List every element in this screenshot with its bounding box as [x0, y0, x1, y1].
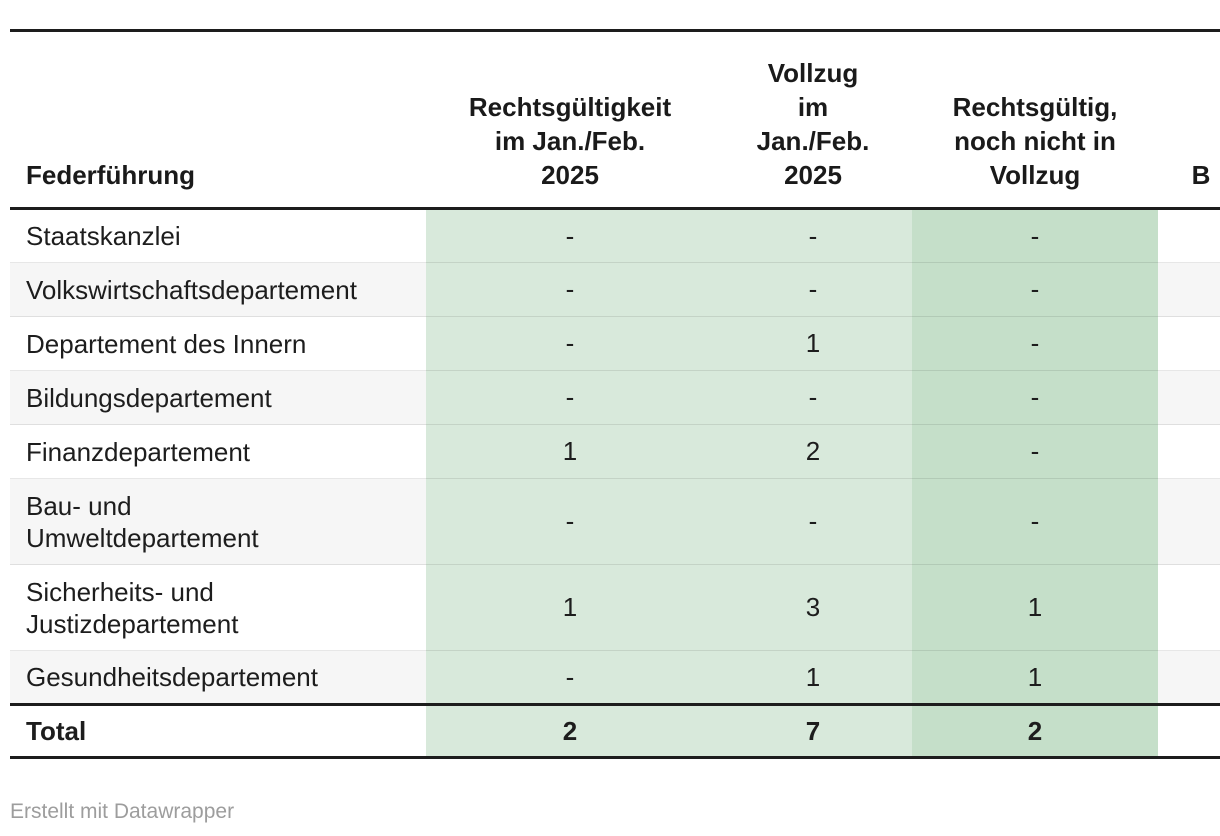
row-label: Bau- und Umweltdepartement	[10, 478, 426, 565]
cell: 1	[912, 564, 1158, 651]
cell: -	[912, 316, 1158, 371]
cell: -	[426, 208, 714, 263]
cell: 1	[912, 650, 1158, 705]
total-label: Total	[10, 703, 426, 759]
table-row: Gesundheitsdepartement - 1 1	[10, 650, 1220, 705]
row-label: Sicherheits- und Justizdepartement	[10, 564, 426, 651]
cell: -	[426, 262, 714, 317]
cell	[1158, 650, 1220, 705]
cell: -	[912, 208, 1158, 263]
cell: 2	[714, 424, 912, 479]
row-label: Finanzdepartement	[10, 424, 426, 479]
cell: 3	[714, 564, 912, 651]
cell: -	[426, 316, 714, 371]
cell	[1158, 316, 1220, 371]
column-header-rechtsgueltigkeit: Rechtsgültigkeit im Jan./Feb. 2025	[426, 29, 714, 210]
total-cell: 2	[912, 703, 1158, 759]
cell: -	[426, 650, 714, 705]
column-header-rechtsgueltig-noch-nicht: Rechtsgültig, noch nicht in Vollzug	[912, 29, 1158, 210]
cell: -	[426, 478, 714, 565]
cell: -	[714, 370, 912, 425]
cell	[1158, 478, 1220, 565]
cell	[1158, 564, 1220, 651]
cell: 1	[714, 650, 912, 705]
table-row: Finanzdepartement 1 2 -	[10, 424, 1220, 479]
row-label: Departement des Innern	[10, 316, 426, 371]
cell: -	[714, 262, 912, 317]
column-header-vollzug: Vollzug im Jan./Feb. 2025	[714, 29, 912, 210]
cell: -	[426, 370, 714, 425]
cell: -	[912, 424, 1158, 479]
cell: -	[714, 208, 912, 263]
cell	[1158, 370, 1220, 425]
cell: 1	[426, 424, 714, 479]
column-header-federfuehrung: Federführung	[10, 29, 426, 210]
row-label: Staatskanzlei	[26, 221, 181, 251]
cell: 1	[714, 316, 912, 371]
table-row: Bildungsdepartement - - -	[10, 370, 1220, 425]
table-row: Departement des Innern - 1 -	[10, 316, 1220, 371]
cell: -	[912, 370, 1158, 425]
column-header-cutoff: B	[1158, 29, 1220, 210]
total-cell: 7	[714, 703, 912, 759]
row-label: Bildungsdepartement	[10, 370, 426, 425]
row-label: Volkswirtschaftsdepartement	[10, 262, 426, 317]
cell: -	[714, 478, 912, 565]
table-row: Bau- und Umweltdepartement - - -	[10, 478, 1220, 565]
total-row: Total 2 7 2	[10, 703, 1220, 759]
total-cell: 2	[426, 703, 714, 759]
datawrapper-credit-link[interactable]: Erstellt mit Datawrapper	[10, 800, 235, 823]
total-cell	[1158, 703, 1220, 759]
cell	[1158, 262, 1220, 317]
cell: -	[912, 262, 1158, 317]
cell	[1158, 424, 1220, 479]
data-table: Federführung Rechtsgültigkeit im Jan./Fe…	[10, 29, 1220, 759]
cell: -	[912, 478, 1158, 565]
table-row: Sicherheits- und Justizdepartement 1 3 1	[10, 564, 1220, 651]
table-row: Staatskanzlei - - -	[10, 208, 1220, 263]
cell: 1	[426, 564, 714, 651]
cell	[1158, 209, 1220, 263]
row-label: Gesundheitsdepartement	[10, 650, 426, 705]
header-row: Federführung Rechtsgültigkeit im Jan./Fe…	[10, 29, 1220, 210]
table-row: Volkswirtschaftsdepartement - - -	[10, 262, 1220, 317]
